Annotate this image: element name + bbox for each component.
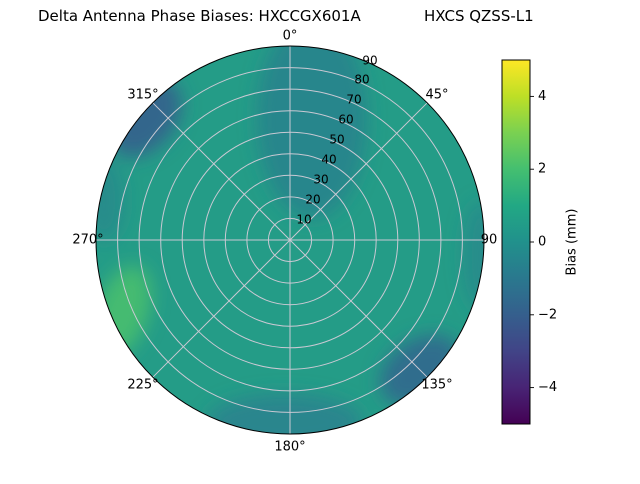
angular-label-45: 45° (425, 88, 448, 103)
chart-title-right: HXCS QZSS-L1 (424, 7, 534, 25)
blob-bottom-dark (207, 394, 363, 434)
angular-label-315: 315° (127, 88, 158, 103)
colorbar-axis-label: Bias (mm) (565, 209, 580, 276)
radial-label-20: 20 (305, 193, 320, 207)
colorbar-tick-4: 4 (538, 89, 546, 104)
blob-left-dark (96, 158, 124, 242)
radial-label-60: 60 (338, 113, 353, 127)
radial-tick-labels: 10 20 30 40 50 60 70 80 90 (296, 54, 377, 227)
chart-title-left: Delta Antenna Phase Biases: HXCCGX601A (38, 7, 361, 25)
colorbar-tick-2: 2 (538, 162, 546, 177)
angular-label-180: 180° (274, 440, 305, 455)
radial-label-90: 90 (362, 54, 377, 68)
radial-label-50: 50 (329, 133, 344, 147)
angular-label-135: 135° (421, 378, 452, 393)
colorbar-tick-0: 0 (538, 235, 546, 250)
angular-tick-labels: 0° 45° 90 135° 180° 225° 270° 315° (72, 29, 497, 455)
angular-label-90: 90 (481, 233, 498, 248)
colorbar: 4 2 0 −2 −4 Bias (mm) (501, 59, 580, 425)
radial-label-30: 30 (313, 173, 328, 187)
radial-label-80: 80 (354, 73, 369, 87)
angular-gridlines (96, 46, 484, 434)
radial-label-10: 10 (296, 213, 311, 227)
angular-label-270: 270° (72, 233, 103, 248)
colorbar-tick-labels: 4 2 0 −2 −4 (538, 89, 557, 395)
colorbar-gradient (501, 59, 531, 425)
colorbar-tick-neg2: −2 (538, 307, 557, 322)
polar-spine (95, 45, 485, 435)
angular-label-0: 0° (283, 29, 298, 44)
blob-right-dark (463, 201, 484, 311)
colorbar-tick-neg4: −4 (538, 380, 557, 395)
radial-label-70: 70 (346, 93, 361, 107)
radial-label-40: 40 (321, 153, 336, 167)
angular-label-225: 225° (127, 378, 158, 393)
